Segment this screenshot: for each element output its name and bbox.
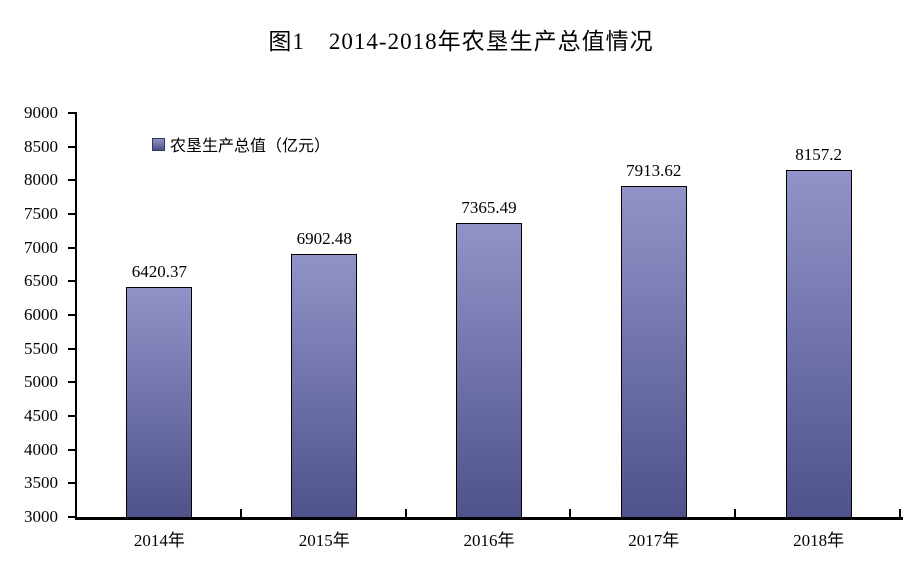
y-axis-tick <box>68 415 77 417</box>
y-axis-tick <box>68 145 77 148</box>
bar <box>291 254 358 517</box>
y-axis-label: 8000 <box>24 170 58 190</box>
legend-label: 农垦生产总值（亿元） <box>170 138 331 155</box>
bar <box>126 286 193 517</box>
y-axis-label: 3500 <box>24 473 58 493</box>
x-axis-label: 2018年 <box>793 531 845 550</box>
bar-value-label: 6902.48 <box>296 229 352 249</box>
bar-value-label: 8157.2 <box>795 144 842 164</box>
y-axis-tick <box>68 246 77 249</box>
y-axis-label: 7500 <box>24 204 58 223</box>
y-axis-tick <box>68 482 77 485</box>
y-axis-label: 7000 <box>24 237 58 257</box>
y-axis-tick <box>68 112 77 114</box>
y-axis-tick <box>68 516 77 518</box>
y-axis-tick <box>68 179 77 182</box>
y-axis-tick <box>68 280 77 283</box>
x-axis-label: 2014年 <box>133 531 185 550</box>
bar-value-label: 7913.62 <box>626 161 682 181</box>
y-axis-label: 5500 <box>24 338 58 358</box>
y-axis-label: 9000 <box>24 103 58 122</box>
y-axis-tick <box>68 347 77 350</box>
x-axis-tick <box>404 509 407 517</box>
y-axis-label: 8500 <box>24 136 58 156</box>
bar <box>620 186 687 517</box>
x-axis-label: 2017年 <box>628 531 680 550</box>
x-axis-tick <box>734 509 737 517</box>
y-axis-label: 6500 <box>24 271 58 291</box>
y-axis-label: 4500 <box>24 406 58 425</box>
x-axis-tick <box>899 509 901 517</box>
y-axis-tick <box>68 381 77 384</box>
y-axis-tick <box>68 213 77 215</box>
x-axis-label: 2016年 <box>463 531 515 550</box>
bar-value-label: 7365.49 <box>461 198 517 218</box>
x-axis-tick <box>239 509 242 517</box>
y-axis-label: 6000 <box>24 305 58 324</box>
y-axis-label: 3000 <box>24 507 58 526</box>
y-axis-tick <box>68 448 77 451</box>
bar-value-label: 6420.37 <box>131 261 188 281</box>
x-axis-label: 2015年 <box>298 531 350 550</box>
y-axis-tick <box>68 314 77 316</box>
bar <box>456 223 522 517</box>
y-axis-label: 5000 <box>24 372 58 392</box>
legend: 农垦生产总值（亿元） <box>152 132 330 156</box>
bar <box>785 169 852 517</box>
legend-swatch-icon <box>152 137 165 151</box>
chart-title: 图1 2014-2018年农垦生产总值情况 <box>268 29 654 54</box>
y-axis-label: 4000 <box>24 439 58 459</box>
x-axis-tick <box>569 509 572 517</box>
